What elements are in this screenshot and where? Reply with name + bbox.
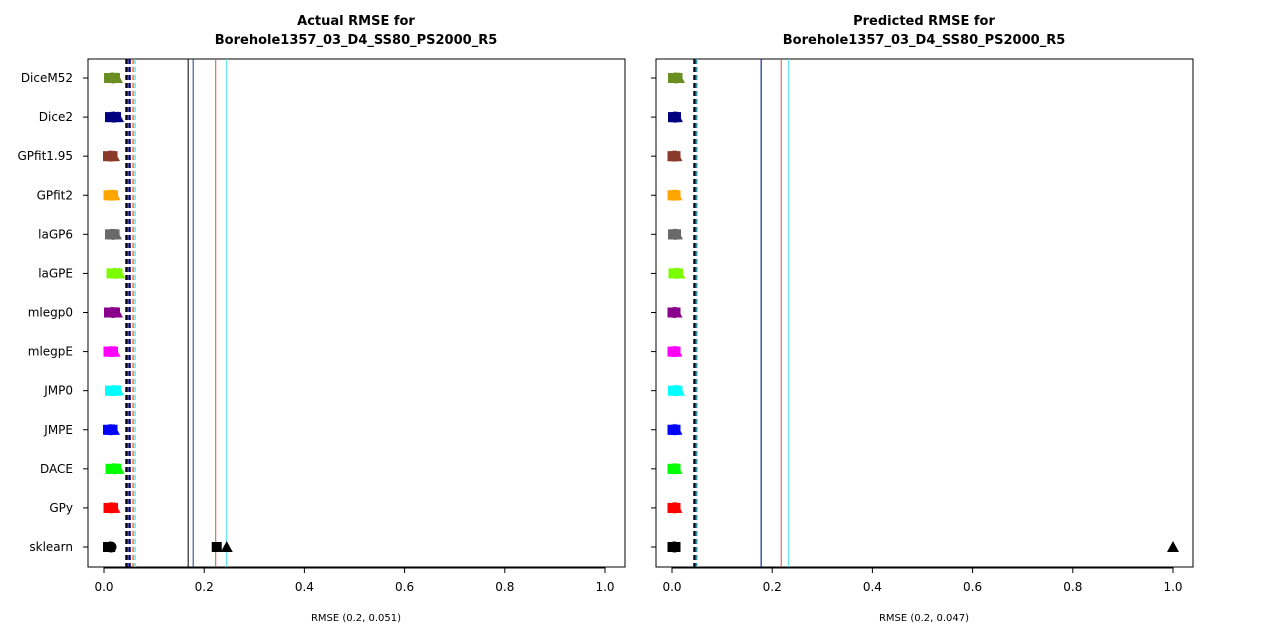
data-point xyxy=(220,541,233,552)
data-point xyxy=(670,501,683,513)
x-tick-label: 1.0 xyxy=(595,580,614,594)
data-point xyxy=(110,228,123,240)
x-tick-label: 0.4 xyxy=(295,580,314,594)
data-point xyxy=(671,228,684,240)
x-axis-label: RMSE (0.2, 0.051) xyxy=(311,613,401,624)
data-point xyxy=(112,384,125,396)
y-tick-label: laGPE xyxy=(38,266,73,280)
data-point xyxy=(671,111,684,123)
data-point xyxy=(670,345,683,357)
x-tick-label: 0.8 xyxy=(1063,580,1082,594)
x-tick-label: 0.0 xyxy=(662,580,681,594)
x-axis-label: RMSE (0.2, 0.047) xyxy=(879,613,969,624)
data-point xyxy=(670,189,683,201)
y-tick-label: GPfit1.95 xyxy=(17,149,73,163)
y-tick-label: laGP6 xyxy=(38,227,73,241)
data-point xyxy=(111,72,124,83)
data-point xyxy=(112,111,125,123)
x-tick-label: 0.6 xyxy=(963,580,982,594)
data-point xyxy=(108,501,121,513)
y-tick-label: DACE xyxy=(40,462,73,476)
data-point xyxy=(670,150,683,162)
data-point xyxy=(105,541,117,553)
y-tick-label: JMPE xyxy=(43,423,73,437)
data-point xyxy=(108,423,121,435)
x-tick-label: 0.2 xyxy=(763,580,782,594)
plot-frame xyxy=(655,58,1194,568)
data-point xyxy=(670,462,683,474)
chart-title-line-1: Predicted RMSE for xyxy=(853,14,995,29)
data-point xyxy=(111,306,124,318)
x-tick-label: 0.4 xyxy=(863,580,882,594)
data-point xyxy=(108,150,121,162)
x-tick-label: 0.2 xyxy=(195,580,214,594)
chart-title-line-2: Borehole1357_03_D4_SS80_PS2000_R5 xyxy=(783,33,1066,48)
predicted-rmse-panel: Predicted RMSE for Borehole1357_03_D4_SS… xyxy=(651,14,1194,624)
data-point xyxy=(673,72,686,83)
x-tick-label: 0.0 xyxy=(94,580,113,594)
data-point xyxy=(113,267,126,279)
data-point xyxy=(673,384,686,396)
x-tick-label: 0.8 xyxy=(495,580,514,594)
y-tick-label: Dice2 xyxy=(39,110,73,124)
data-point xyxy=(670,306,683,318)
y-tick-label: mlegpE xyxy=(28,345,73,359)
data-point xyxy=(108,189,121,201)
x-tick-label: 0.6 xyxy=(395,580,414,594)
y-tick-label: GPfit2 xyxy=(37,188,73,202)
data-point xyxy=(1167,541,1179,552)
plot-frame xyxy=(87,58,626,568)
actual-rmse-panel: Actual RMSE for Borehole1357_03_D4_SS80_… xyxy=(17,14,626,624)
y-tick-label: DiceM52 xyxy=(21,71,73,85)
data-point xyxy=(670,542,681,552)
data-point xyxy=(211,542,222,552)
y-tick-label: mlegp0 xyxy=(28,306,73,320)
data-point xyxy=(673,267,686,279)
data-point xyxy=(670,423,683,435)
data-point xyxy=(108,345,121,357)
chart-title-line-2: Borehole1357_03_D4_SS80_PS2000_R5 xyxy=(215,33,498,48)
x-tick-label: 1.0 xyxy=(1163,580,1182,594)
y-tick-label: sklearn xyxy=(29,540,73,554)
y-tick-label: GPy xyxy=(49,501,73,515)
y-tick-label: JMP0 xyxy=(43,384,73,398)
data-point xyxy=(112,462,125,474)
chart-title-line-1: Actual RMSE for xyxy=(297,14,415,29)
